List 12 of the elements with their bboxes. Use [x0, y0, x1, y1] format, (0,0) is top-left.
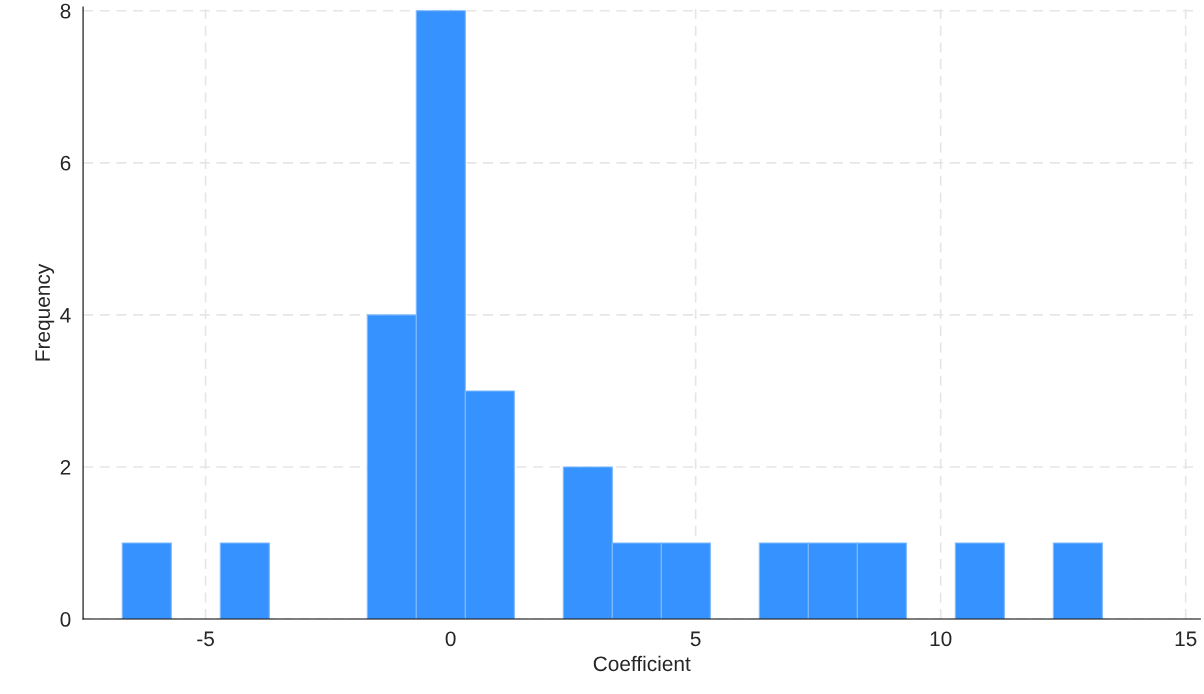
- x-tick-label: 15: [1175, 631, 1197, 647]
- x-axis-title: Coefficient: [593, 655, 691, 672]
- x-tick-label: 5: [690, 631, 701, 647]
- x-tick-label: -5: [197, 631, 214, 647]
- y-tick-label: 6: [60, 155, 71, 171]
- y-tick-label: 2: [60, 459, 71, 475]
- y-tick-label: 4: [60, 308, 71, 323]
- x-tick-label: 0: [445, 631, 456, 647]
- y-tick-label: 8: [60, 3, 71, 19]
- y-tick-label: 0: [60, 612, 71, 627]
- y-axis-title: Frequency: [35, 263, 55, 361]
- x-tick-label: 10: [930, 631, 952, 647]
